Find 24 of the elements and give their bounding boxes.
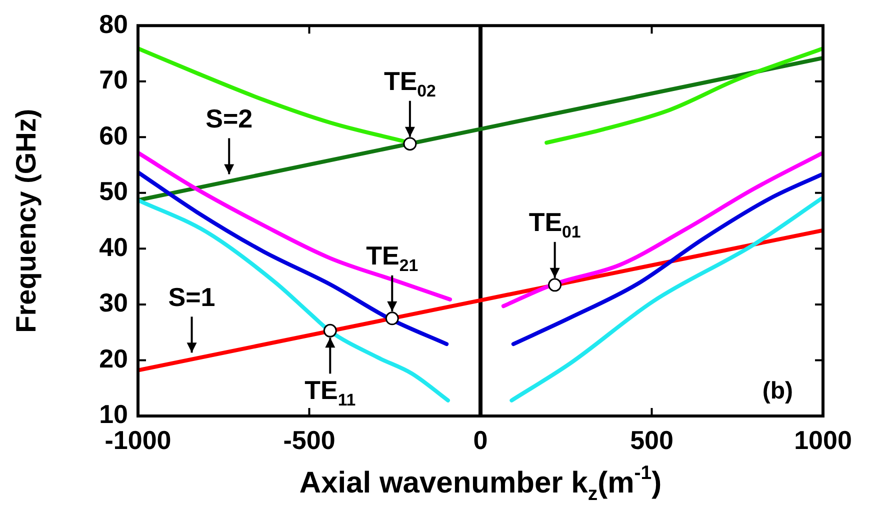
point <box>548 278 562 292</box>
y-tick-label: 20 <box>99 343 128 374</box>
y-tick-label: 50 <box>99 176 128 206</box>
line-series <box>510 196 823 402</box>
x-tick-label: -500 <box>283 424 336 455</box>
line-series <box>501 150 823 308</box>
point <box>385 312 399 326</box>
y-axis-title: Frequency (GHz) <box>10 108 42 333</box>
x-tick-label: 1000 <box>794 424 852 455</box>
point <box>403 137 417 151</box>
y-tick-label: 80 <box>99 8 128 39</box>
point <box>323 324 337 338</box>
line-series <box>138 170 449 346</box>
x-tick-label: 500 <box>630 424 674 455</box>
annotation: S=1 <box>168 282 216 312</box>
line-series <box>544 46 823 145</box>
y-tick-label: 70 <box>99 64 128 95</box>
x-tick-label: 0 <box>473 424 488 455</box>
annotation: (b) <box>762 378 794 405</box>
line-series <box>511 172 823 346</box>
annotation: S=2 <box>206 103 253 134</box>
y-tick-label: 60 <box>99 120 128 150</box>
y-tick-label: 30 <box>99 288 128 318</box>
y-tick-label: 40 <box>99 232 128 262</box>
